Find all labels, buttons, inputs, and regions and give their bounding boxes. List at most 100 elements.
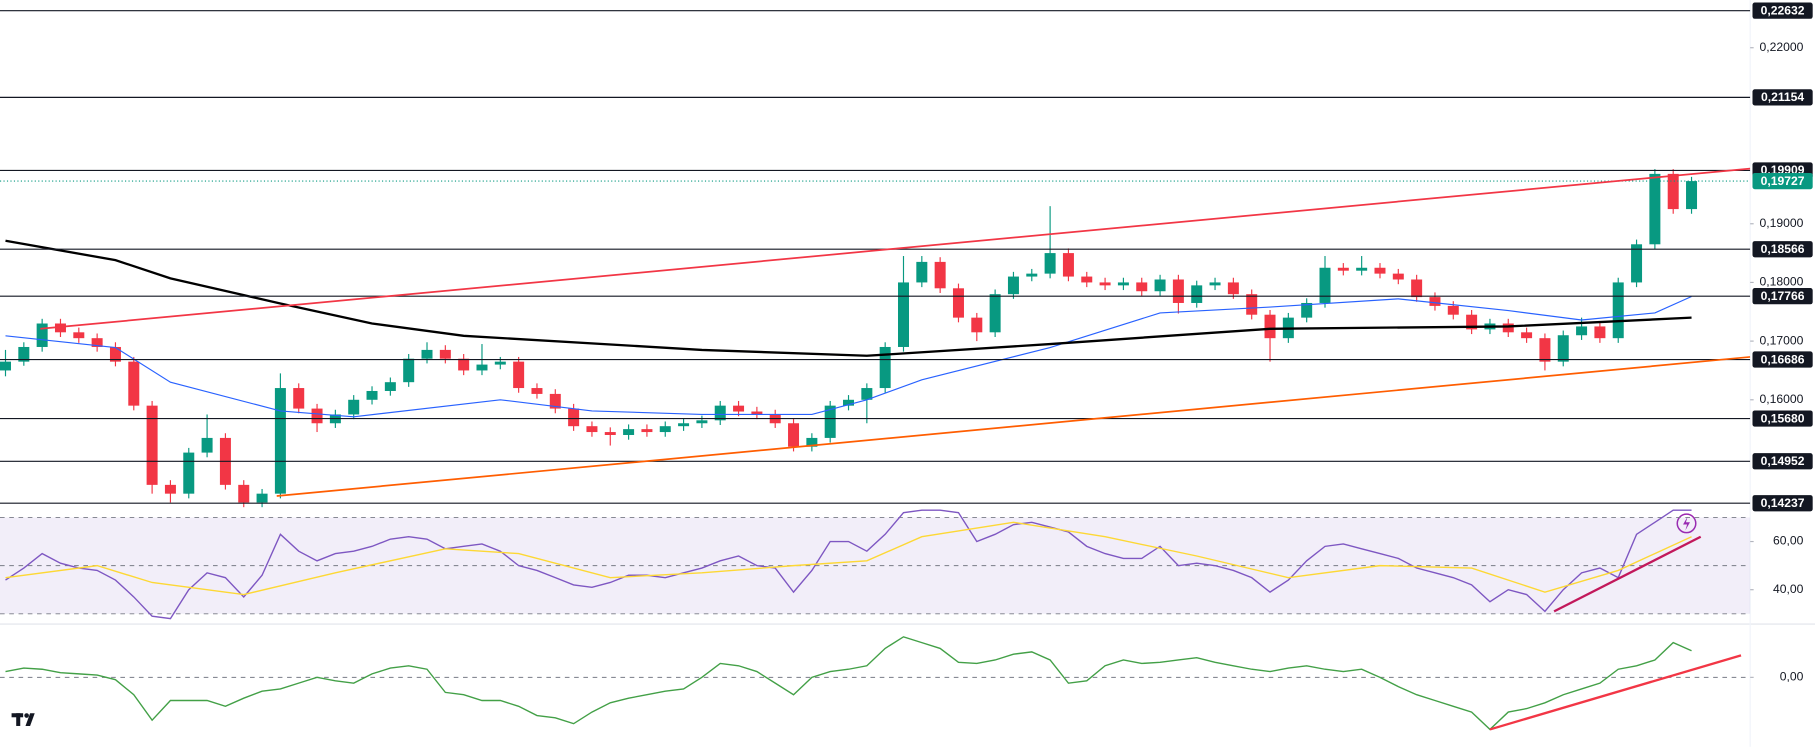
candle-body bbox=[1521, 332, 1533, 339]
candle-body bbox=[1649, 173, 1661, 245]
candle-body bbox=[1191, 285, 1203, 303]
level-label: 0,17766 bbox=[1761, 289, 1805, 303]
candle-body bbox=[1337, 267, 1349, 271]
panel bbox=[0, 10, 1751, 508]
tradingview-logo bbox=[11, 713, 35, 726]
candle-body bbox=[659, 426, 671, 433]
indicator-line bbox=[5, 521, 1692, 596]
candle-body bbox=[843, 399, 855, 406]
candle-body bbox=[1576, 326, 1588, 336]
candle-body bbox=[916, 261, 928, 283]
candle-body bbox=[1631, 244, 1643, 283]
candle-body bbox=[568, 408, 580, 427]
candle-body bbox=[1209, 282, 1221, 286]
panel bbox=[0, 509, 1751, 620]
alert-icon bbox=[1676, 513, 1697, 534]
candle-body bbox=[128, 361, 140, 406]
candle-body bbox=[1301, 302, 1313, 318]
candle-body bbox=[458, 358, 470, 371]
y-tick-label: 0,19000 bbox=[1760, 216, 1804, 230]
candle-body bbox=[1264, 314, 1276, 339]
trend-line bbox=[1489, 654, 1742, 731]
level-label: 0,21154 bbox=[1761, 90, 1804, 104]
candle-body bbox=[1062, 253, 1074, 277]
candle-body bbox=[91, 338, 103, 347]
trend-line bbox=[40, 167, 1751, 330]
candle-body bbox=[1466, 314, 1478, 330]
candle-body bbox=[696, 420, 708, 424]
candle-body bbox=[1374, 267, 1386, 274]
level-label: 0,14237 bbox=[1761, 496, 1805, 510]
level-label: 0,18566 bbox=[1761, 242, 1805, 256]
level-label: 0,16686 bbox=[1761, 352, 1805, 366]
y-tick-label: 0,22000 bbox=[1760, 40, 1804, 54]
candle-body bbox=[403, 358, 415, 383]
candle-body bbox=[366, 390, 378, 400]
candle-body bbox=[1667, 173, 1679, 210]
y-tick-label: 0,16000 bbox=[1760, 392, 1804, 406]
moving-average bbox=[5, 295, 1692, 418]
y-tick-label: 0,17000 bbox=[1760, 333, 1804, 347]
candle-body bbox=[183, 452, 195, 494]
candle-body bbox=[897, 282, 909, 347]
candle-body bbox=[1154, 279, 1166, 292]
y-tick-label: 40,00 bbox=[1773, 582, 1804, 596]
candle-body bbox=[1172, 279, 1184, 303]
candle-body bbox=[513, 361, 525, 389]
candle-body bbox=[604, 432, 616, 435]
candle-body bbox=[1502, 323, 1514, 333]
level-label: 0,15680 bbox=[1761, 411, 1805, 425]
candle-body bbox=[311, 408, 323, 424]
candle-body bbox=[54, 323, 66, 333]
level-label-box bbox=[1752, 89, 1813, 106]
level-label-box bbox=[1752, 241, 1813, 258]
candle-body bbox=[1136, 282, 1148, 292]
candle-body bbox=[641, 429, 653, 433]
candle-body bbox=[714, 405, 726, 421]
candle-body bbox=[549, 393, 561, 409]
candle-body bbox=[439, 349, 451, 359]
rsi-band bbox=[0, 517, 1751, 614]
level-label: 0,22632 bbox=[1761, 3, 1805, 17]
candle-body bbox=[1594, 326, 1606, 339]
axis-labels: 0,16000 0,17000 0,18000 0,19000 0,22000 0,226… bbox=[1750, 2, 1813, 684]
candle-body bbox=[952, 288, 964, 318]
candle-body bbox=[1319, 267, 1331, 303]
y-tick-label: 0,00 bbox=[1780, 670, 1804, 684]
last-price-label: 0,19727 bbox=[1761, 174, 1805, 188]
level-label-box bbox=[1752, 453, 1813, 470]
trend-line bbox=[276, 356, 1751, 497]
y-tick-label: 0,18000 bbox=[1760, 275, 1804, 289]
candle-body bbox=[623, 429, 635, 435]
y-tick-label: 60,00 bbox=[1773, 534, 1804, 548]
candle-body bbox=[1007, 276, 1019, 295]
candle-body bbox=[73, 332, 85, 339]
candle-body bbox=[348, 399, 360, 415]
trend-line bbox=[1553, 535, 1702, 613]
candle-body bbox=[879, 346, 891, 389]
candle-body bbox=[733, 405, 745, 412]
candle-body bbox=[1044, 253, 1056, 274]
candle-body bbox=[109, 346, 121, 362]
candle-body bbox=[384, 382, 396, 391]
candle-body bbox=[678, 423, 690, 427]
candle-body bbox=[861, 388, 873, 400]
candle-body bbox=[256, 493, 268, 503]
candle-body bbox=[18, 346, 30, 362]
candle-body bbox=[1686, 181, 1698, 210]
candle-body bbox=[1612, 282, 1624, 339]
candle-body bbox=[1356, 267, 1368, 271]
candle-body bbox=[989, 294, 1001, 333]
candle-body bbox=[1117, 282, 1129, 286]
candle-body bbox=[1557, 335, 1569, 362]
candle-body bbox=[146, 405, 158, 485]
candle-body bbox=[1447, 305, 1459, 315]
moving-average bbox=[5, 239, 1692, 357]
candle-body bbox=[1099, 282, 1111, 286]
panel bbox=[0, 636, 1751, 731]
level-label-box bbox=[1752, 288, 1813, 305]
candle-body bbox=[476, 364, 488, 371]
candle-body bbox=[531, 388, 543, 394]
candle-body bbox=[0, 361, 11, 371]
